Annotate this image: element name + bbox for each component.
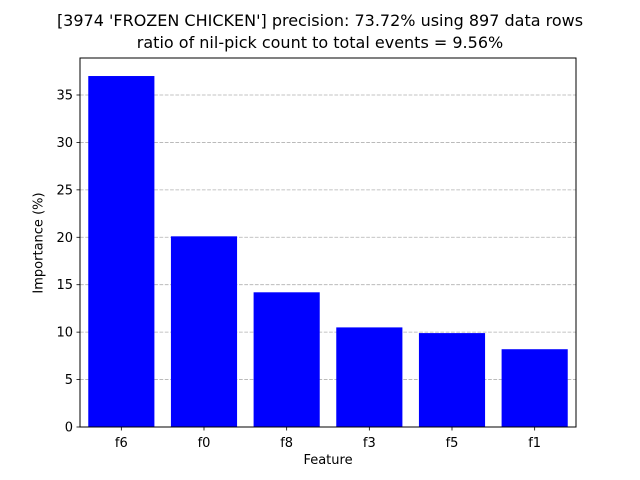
- y-tick-label: 35: [56, 88, 73, 103]
- chart-title: [3974 'FROZEN CHICKEN'] precision: 73.72…: [56, 11, 584, 30]
- grid-lines: [80, 94, 576, 380]
- x-tick-label: f5: [446, 436, 459, 451]
- bar-f3: [336, 327, 403, 427]
- bar-f8: [253, 292, 320, 427]
- bar-f6: [88, 76, 155, 428]
- y-tick-label: 25: [56, 183, 73, 198]
- bar-f1: [501, 349, 568, 427]
- x-tick-label: f0: [198, 436, 211, 451]
- y-tick-label: 20: [56, 231, 73, 246]
- bars: [88, 76, 568, 428]
- y-axis-label: Importance (%): [31, 192, 47, 294]
- y-tick-label: 30: [56, 136, 73, 151]
- x-tick-label: f6: [115, 436, 128, 451]
- axes: 0 5 10 15 20 25 30 35 f6 f0 f8 f3 f5 f1: [56, 57, 577, 451]
- plot-frame: [79, 57, 577, 428]
- bar-f0: [170, 236, 238, 427]
- y-tick-label: 0: [65, 421, 73, 436]
- chart-subtitle: ratio of nil-pick count to total events …: [136, 33, 504, 52]
- y-tick-label: 10: [56, 326, 73, 341]
- bar-f5: [418, 333, 486, 427]
- x-tick-label: f3: [363, 436, 376, 451]
- x-tick-label: f8: [280, 436, 293, 451]
- x-tick-label: f1: [528, 436, 541, 451]
- y-tick-label: 5: [65, 373, 73, 388]
- y-tick-label: 15: [56, 278, 73, 293]
- x-axis-label: Feature: [303, 453, 353, 468]
